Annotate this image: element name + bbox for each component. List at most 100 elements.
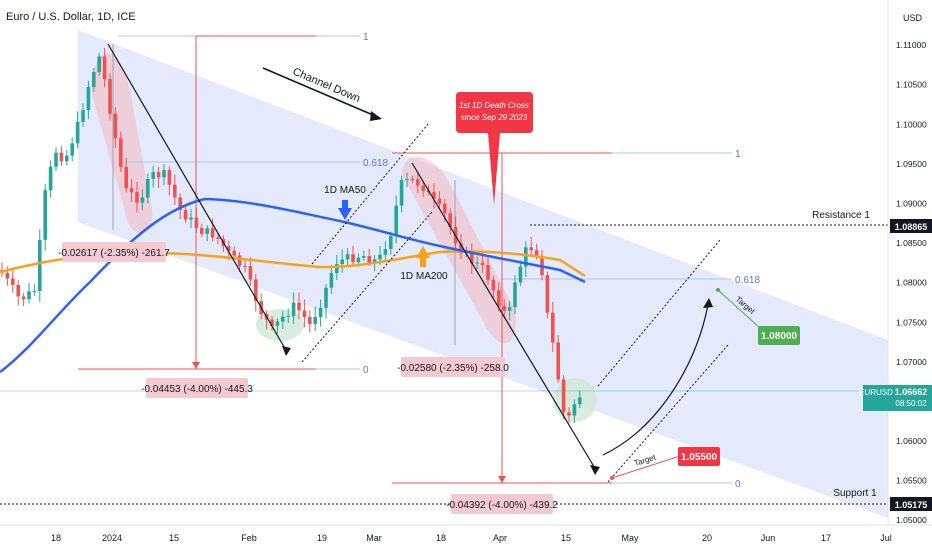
candle-body [124, 166, 128, 189]
death-cross-line1: 1st 1D Death Cross [459, 101, 529, 110]
candle-body [81, 110, 85, 122]
candle-body [156, 172, 161, 178]
candle-body [437, 198, 442, 204]
last-price-symbol: EURUSD [859, 388, 893, 397]
y-tick-label: 1.08000 [896, 278, 927, 288]
candle-body [491, 279, 496, 291]
target-point-upper [716, 288, 720, 292]
candle-body [518, 266, 523, 283]
last-price-value: 1.06662 [895, 387, 928, 397]
x-tick-label: 20 [702, 533, 712, 543]
x-tick-label: 15 [169, 533, 179, 543]
fib2-label-0: 0 [735, 479, 741, 490]
x-tick-label: Feb [241, 533, 257, 543]
measure2-box [146, 378, 248, 398]
candle-body [507, 307, 512, 311]
candle-body [65, 155, 69, 162]
measure3-label: -0.02580 (-2.35%) -258.0 [397, 363, 509, 374]
candle-body [189, 217, 193, 220]
candle-body [210, 228, 215, 238]
last-price-tag [863, 385, 932, 411]
candle-body [340, 259, 344, 265]
fib1-label-0618: 0.618 [363, 158, 388, 169]
measure4-box [451, 494, 553, 514]
y-tick-label: 1.07500 [896, 317, 927, 327]
candle-body [97, 56, 101, 73]
candle-body [194, 217, 199, 229]
candle-body [362, 256, 366, 258]
candle-body [389, 236, 393, 250]
candle-body [21, 296, 26, 300]
time-axis[interactable] [0, 525, 932, 550]
channel-arrow [262, 67, 381, 119]
trend-arrow-1-head [282, 346, 291, 356]
candle-body [135, 192, 139, 203]
candle-body [556, 342, 560, 380]
y-tick-label: 1.09500 [896, 159, 927, 169]
candle-body [308, 317, 312, 324]
measure3-box [401, 357, 505, 377]
candle-body [146, 178, 150, 198]
candle-body [297, 302, 301, 311]
candle-body [54, 152, 58, 167]
candle-body [32, 291, 37, 293]
candle-body [16, 284, 20, 297]
target-line-upper [717, 289, 761, 329]
candle-body [410, 179, 415, 181]
candle-body [5, 272, 10, 279]
candle-body [302, 310, 307, 318]
channel-arrow-head [370, 111, 382, 121]
candle-body [399, 180, 404, 206]
resistance-price-value: 1.08865 [895, 222, 928, 232]
x-tick-label: 18 [51, 533, 61, 543]
ma50-arrow-head [338, 208, 352, 220]
candle-body [561, 379, 566, 413]
last-price-countdown: 08:50:02 [895, 399, 927, 408]
y-tick-label: 1.09000 [896, 199, 927, 209]
candle-body [313, 317, 317, 324]
target-point-lower [610, 476, 614, 480]
candle-body [432, 192, 436, 199]
candle-body [254, 279, 258, 302]
candle-body [534, 250, 539, 256]
candle-body [227, 246, 231, 251]
price-axis[interactable] [888, 0, 932, 525]
trend-arrow-1 [107, 43, 288, 353]
y-tick-label: 1.11000 [896, 40, 926, 50]
support-caption: Support 1 [833, 488, 877, 499]
x-tick-label: 15 [561, 533, 571, 543]
target-line-lower [611, 455, 681, 479]
support-price-value: 1.05175 [895, 500, 928, 510]
target-box-lower [678, 447, 720, 466]
candle-body [86, 87, 91, 111]
resistance-price-tag [890, 219, 932, 233]
channel-label: Channel Down [291, 66, 362, 105]
candle-body [524, 247, 528, 267]
target-box-upper [758, 326, 800, 345]
candle-body [248, 266, 253, 280]
candle-body [351, 254, 355, 263]
candle-body [151, 172, 155, 179]
candle-body [59, 152, 64, 162]
x-tick-label: 18 [436, 533, 446, 543]
candle-body [394, 205, 398, 237]
candle-body [43, 190, 47, 240]
y-tick-label: 1.07000 [896, 357, 927, 367]
ma200-arrow-head [416, 246, 430, 258]
y-tick-label: 1.05500 [896, 476, 927, 486]
currency-label: USD [903, 13, 923, 23]
chart-title: Euro / U.S. Dollar, 1D, ICE [6, 11, 136, 23]
candle-body [329, 273, 334, 288]
candle-body [367, 256, 371, 263]
candle-body [205, 228, 209, 234]
candle-body [27, 291, 31, 300]
x-axis-ticks: 18 2024 15 Feb 19 Mar 18 Apr 15 May 20 Jun 17 Jul [51, 533, 892, 543]
candle-body [529, 247, 533, 251]
candle-body [129, 188, 134, 193]
y-tick-label: 1.08500 [896, 238, 927, 248]
candle-body [383, 249, 388, 255]
candle-body [497, 290, 501, 307]
candle-body [48, 166, 53, 191]
ma200-arrow-shaft [420, 258, 426, 267]
